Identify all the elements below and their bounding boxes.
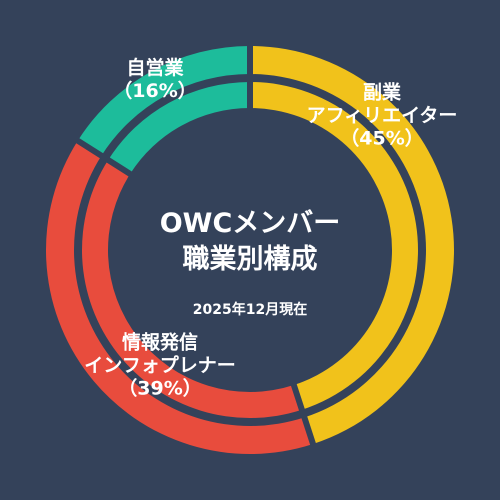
label-infopreneur-line-1: 情報発信 (122, 331, 198, 354)
label-self-employed-line-2: （16%） (113, 79, 196, 102)
label-affiliate-line-3: （45%） (340, 127, 423, 150)
slice-inner-affiliate (250, 82, 418, 410)
chart-title-line-2: 職業別構成 (183, 244, 318, 275)
chart-segments (45, 44, 454, 455)
slice-outer-infopreneur (45, 140, 314, 455)
label-infopreneur-line-2: インフォプレナー (84, 354, 235, 377)
slice-divider-3 (74, 137, 134, 178)
slice-divider-2 (290, 382, 317, 447)
slice-inner-self-employed (108, 82, 250, 174)
label-affiliate-line-2: アフィリエイター (307, 105, 458, 127)
slice-inner-infopreneur (82, 159, 302, 419)
label-infopreneur-line-3: （39%） (118, 377, 201, 400)
label-affiliate-line-1: 副業 (363, 81, 402, 104)
chart-title-line-1: OWCメンバー (160, 208, 341, 239)
slice-outer-self-employed (77, 46, 250, 156)
slice-outer-affiliate (250, 46, 454, 445)
chart-subtitle: 2025年12月現在 (193, 301, 307, 318)
label-self-employed-line-1: 自営業 (126, 56, 184, 79)
